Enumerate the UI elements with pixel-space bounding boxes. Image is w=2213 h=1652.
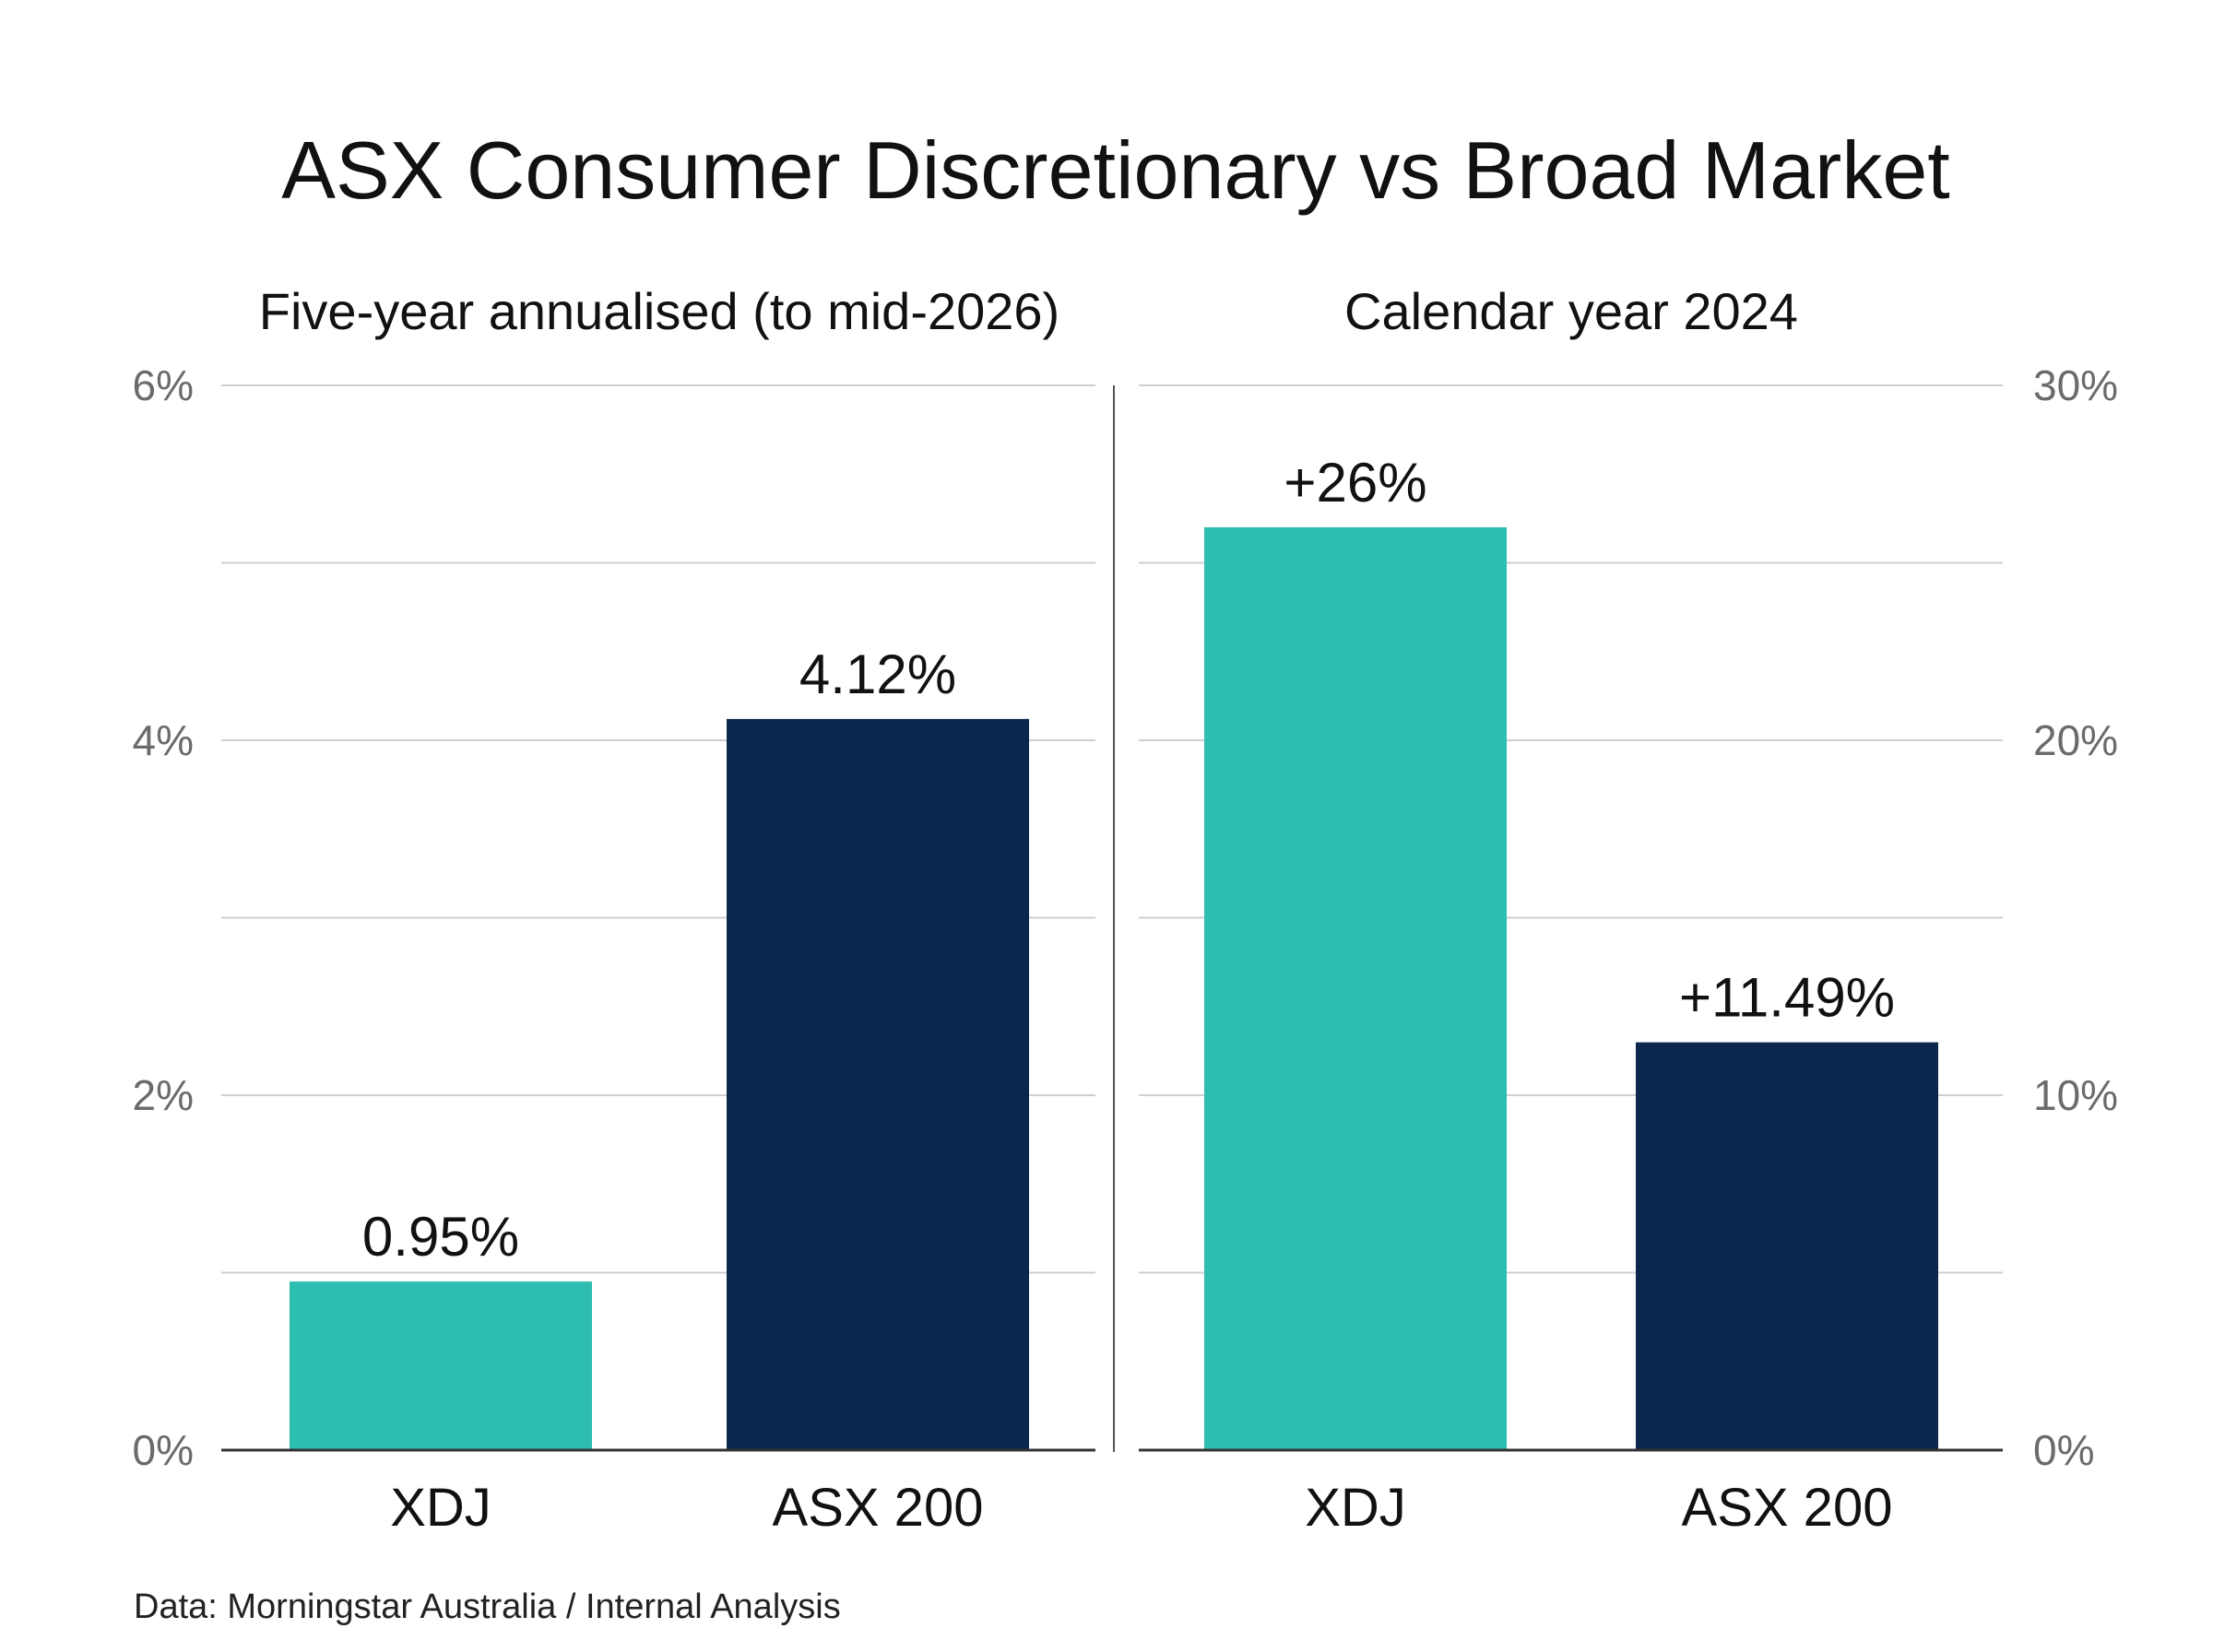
panel-calendar-2024-title: Calendar year 2024 — [1344, 282, 1798, 340]
data-label: +11.49% — [1679, 967, 1895, 1029]
category-label: ASX 200 — [1682, 1478, 1893, 1538]
data-label: 0.95% — [362, 1206, 519, 1268]
y-tick-label: 10% — [2033, 1071, 2118, 1119]
panel-calendar-2024: Calendar year 2024 0% 10% 20% 30% +26% XDJ +11… — [1139, 282, 2118, 1538]
bar-asx-200 — [1636, 1042, 1938, 1450]
y-tick-label: 2% — [133, 1071, 194, 1119]
data-label: +26% — [1284, 452, 1426, 513]
data-label: 4.12% — [799, 643, 956, 705]
panel-five-year-title: Five-year annualised (to mid-2026) — [259, 282, 1059, 340]
chart-title: ASX Consumer Discretionary vs Broad Mark… — [281, 124, 1950, 216]
y-tick-label: 6% — [133, 361, 194, 409]
bar-xdj — [1204, 527, 1507, 1450]
bar-xdj — [290, 1281, 592, 1450]
panel-five-year: Five-year annualised (to mid-2026) 0% 2% 4… — [133, 282, 1095, 1538]
bar-asx-200 — [727, 718, 1029, 1450]
category-label: XDJ — [390, 1478, 491, 1538]
y-tick-label: 0% — [2033, 1426, 2094, 1474]
source-note: Data: Morningstar Australia / Internal A… — [134, 1587, 841, 1626]
y-tick-label: 20% — [2033, 716, 2118, 764]
y-tick-label: 4% — [133, 716, 194, 764]
y-tick-label: 0% — [133, 1426, 194, 1474]
category-label: XDJ — [1305, 1478, 1406, 1538]
y-tick-label: 30% — [2033, 361, 2118, 409]
category-label: ASX 200 — [773, 1478, 984, 1538]
